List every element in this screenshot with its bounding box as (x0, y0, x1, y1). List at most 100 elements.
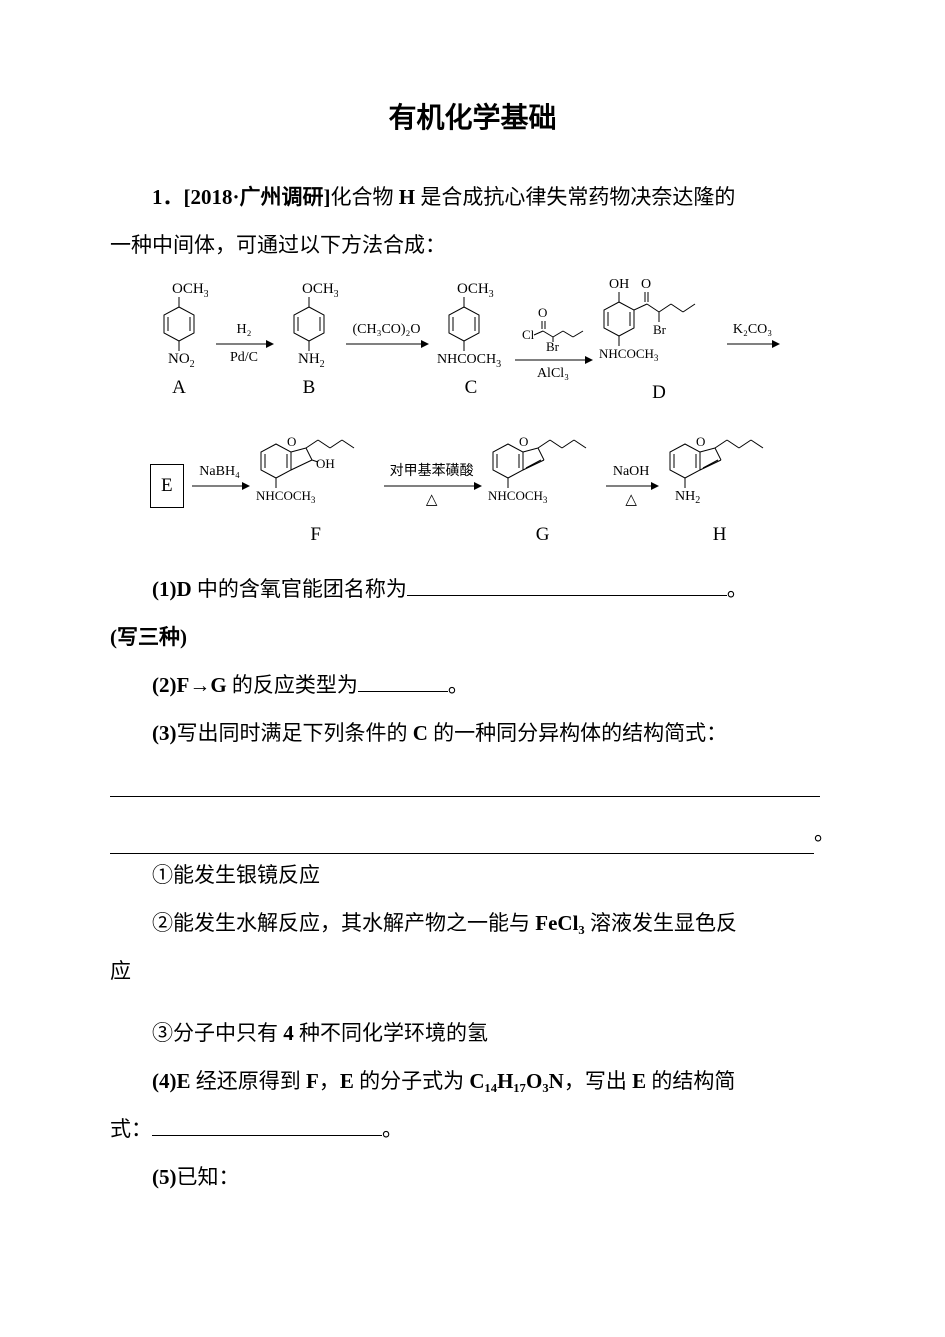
molecule-h-svg: O NH2 (665, 418, 775, 514)
q1-4-label: (4)E (152, 1069, 196, 1093)
svg-text:NHCOCH3: NHCOCH3 (488, 488, 548, 505)
q1-1-period: 。 (727, 577, 748, 601)
q1-cond3-c: 种不同化学环境的氢 (299, 1021, 488, 1045)
molecule-e-box: E (150, 464, 184, 508)
q1-3-c: C (408, 721, 434, 745)
svg-text:NHCOCH3: NHCOCH3 (437, 352, 501, 367)
svg-text:NH2: NH2 (675, 489, 700, 506)
q1-4-t2: 的分子式为 (359, 1069, 464, 1093)
q1-4-t4: 的结构简 (651, 1069, 735, 1093)
arrow-f-g: 对甲基苯磺酸 △ (382, 465, 482, 508)
q1-5-label: (5) (152, 1165, 177, 1189)
q1-2: (2)F→G 的反应类型为。 (110, 664, 835, 706)
q1-intro-text2: 是合成抗心律失常药物决奈达隆的 (420, 185, 735, 209)
arrow-a-b-bot: Pd/C (230, 351, 258, 365)
molecule-g-svg: O NHCOCH3 (488, 418, 598, 514)
q1-intro-line2: 一种中间体，可通过以下方法合成： (110, 224, 835, 266)
svg-text:NO2: NO2 (168, 351, 195, 367)
arrow-f-g-top: 对甲基苯磺酸 (390, 465, 474, 479)
q1-1-text: 中的含氧官能团名称为 (192, 577, 407, 601)
q1-3-period: 。 (814, 812, 835, 854)
arrow-g-h-top: NaOH (613, 465, 650, 479)
q1-4-comma: ， (319, 1069, 340, 1093)
svg-text:OCH3: OCH3 (302, 281, 338, 300)
arrow-icon (604, 479, 659, 493)
svg-text:Cl: Cl (522, 327, 535, 342)
q1-1-note: (写三种) (110, 616, 835, 658)
q1-3: (3)写出同时满足下列条件的 C 的一种同分异构体的结构简式： (110, 712, 835, 754)
q1-1-note-text: (写三种) (110, 625, 187, 649)
svg-text:O: O (696, 434, 705, 449)
svg-text:Br: Br (653, 322, 667, 337)
page-title: 有机化学基础 (110, 90, 835, 146)
q1-4-formula: C₁₄H₁₇O₃N (464, 1069, 564, 1093)
arrow-icon (214, 337, 274, 351)
arrow-d-e-top: K₂CO₃ (733, 323, 772, 337)
molecule-a: OCH3 NO2 A (150, 281, 208, 407)
svg-text:OH: OH (609, 277, 629, 292)
q1-4-period: 。 (382, 1117, 403, 1141)
q1-cond2-fecl3: FeCl₃ (530, 911, 590, 935)
svg-text:NHCOCH3: NHCOCH3 (599, 346, 659, 363)
arrow-icon (725, 337, 780, 351)
q1-cond2-a: ②能发生水解反应，其水解产物之一能与 (152, 911, 530, 935)
arrow-f-g-bot: △ (426, 493, 438, 508)
svg-text:OCH3: OCH3 (457, 281, 494, 300)
q1-1-label: (1)D (152, 577, 192, 601)
blank-1[interactable] (407, 574, 727, 596)
molecule-h-label: H (713, 516, 727, 554)
q1-2-period: 。 (448, 673, 469, 697)
q1-cond3-a: ③分子中只有 (152, 1021, 278, 1045)
q1-cond2: ②能发生水解反应，其水解产物之一能与 FeCl₃ 溶液发生显色反 (110, 902, 835, 944)
reaction-scheme: OCH3 NO2 A H₂ Pd/C OCH3 (150, 276, 835, 554)
arrow-c-d-bot: AlCl₃ (537, 367, 569, 381)
blank-line-2[interactable] (110, 825, 814, 854)
q1-4-line2: 式： 。 (110, 1108, 835, 1150)
q1-5: (5)已知： (110, 1156, 835, 1198)
q1-cond2-c: 溶液发生显色反 (590, 911, 737, 935)
q1-ref: 1．[2018·广州调研] (152, 185, 331, 209)
arrow-icon (344, 337, 429, 351)
q1-3-label: (3) (152, 721, 177, 745)
page: 有机化学基础 1．[2018·广州调研]化合物 H 是合成抗心律失常药物决奈达隆… (0, 0, 945, 1264)
arrow-b-c-top: (CH₃CO)₂O (352, 323, 420, 337)
svg-text:O: O (287, 434, 296, 449)
blank-2[interactable] (358, 670, 448, 692)
svg-text:O: O (519, 434, 528, 449)
arrow-g-h: NaOH △ (604, 465, 659, 508)
q1-2-label: (2)F→G (152, 673, 232, 697)
molecule-d: OH O Br NHCOCH3 (599, 276, 719, 412)
arrow-a-b: H₂ Pd/C (214, 323, 274, 365)
scheme-row-2: E NaBH₄ O (150, 418, 835, 554)
arrow-icon (190, 479, 250, 493)
arrow-d-e-bot (751, 351, 755, 365)
molecule-a-svg: OCH3 NO2 (150, 281, 208, 367)
q1-4-shi: 式： (110, 1117, 152, 1141)
blank-line-1[interactable] (110, 768, 820, 797)
svg-text:OCH3: OCH3 (172, 281, 208, 300)
svg-text:O: O (641, 277, 651, 292)
scheme-row-1: OCH3 NO2 A H₂ Pd/C OCH3 (150, 276, 835, 412)
blank-4[interactable] (152, 1114, 382, 1136)
q1-3-text1: 写出同时满足下列条件的 (177, 721, 408, 745)
molecule-h: O NH2 H (665, 418, 775, 554)
molecule-b-svg: OCH3 NH2 (280, 281, 338, 367)
svg-text:NH2: NH2 (298, 351, 325, 367)
q1-5-text: 已知： (177, 1165, 240, 1189)
q1-4-t3: ，写出 (564, 1069, 627, 1093)
q1-4: (4)E 经还原得到 F，E 的分子式为 C₁₄H₁₇O₃N，写出 E 的结构简 (110, 1060, 835, 1102)
arrow-c-d: O Cl Br AlCl₃ (513, 307, 593, 381)
q1-4-f: F (301, 1069, 319, 1093)
molecule-f: O OH NHCOCH3 F (256, 418, 376, 554)
svg-text:O: O (538, 307, 547, 320)
q1-intro-text1: 化合物 (331, 185, 394, 209)
molecule-b: OCH3 NH2 B (280, 281, 338, 407)
arrow-b-c-bot (385, 351, 389, 365)
q1-3-text2: 的一种同分异构体的结构简式： (433, 721, 727, 745)
svg-text:OH: OH (316, 456, 335, 471)
compound-h-label: H (394, 185, 421, 209)
molecule-c: OCH3 NHCOCH3 C (435, 281, 507, 407)
molecule-f-svg: O OH NHCOCH3 (256, 418, 376, 514)
arrow-e-f: NaBH₄ (190, 465, 250, 507)
arrow-b-c: (CH₃CO)₂O (344, 323, 429, 365)
